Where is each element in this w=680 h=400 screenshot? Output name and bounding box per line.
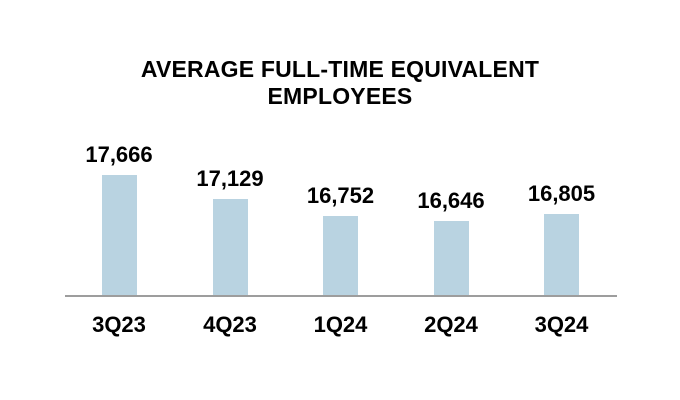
- bar-value-label: 16,646: [417, 188, 485, 213]
- chart-title-line-1: AVERAGE FULL-TIME EQUIVALENT: [140, 56, 540, 82]
- bar-4q23: [212, 199, 248, 295]
- x-tick-label: 3Q24: [534, 312, 589, 337]
- chart-title: AVERAGE FULL-TIME EQUIVALENT EMPLOYEES: [0, 56, 680, 110]
- bar-2q24: [433, 221, 469, 295]
- bar-3q24: [544, 214, 579, 295]
- x-tick-label: 3Q23: [92, 312, 146, 337]
- x-axis-line: [65, 295, 617, 297]
- bar-1q24: [323, 216, 358, 295]
- bar-value-label: 17,129: [196, 166, 264, 191]
- x-tick-label: 1Q24: [313, 312, 368, 337]
- bar-3q23: [101, 175, 137, 295]
- x-tick-label: 4Q23: [203, 312, 257, 337]
- bar-value-label: 17,666: [85, 142, 153, 167]
- bar-value-label: 16,752: [306, 183, 375, 208]
- x-tick-label: 2Q24: [424, 312, 478, 337]
- bar-value-label: 16,805: [527, 181, 596, 206]
- chart-title-line-2: EMPLOYEES: [267, 83, 413, 109]
